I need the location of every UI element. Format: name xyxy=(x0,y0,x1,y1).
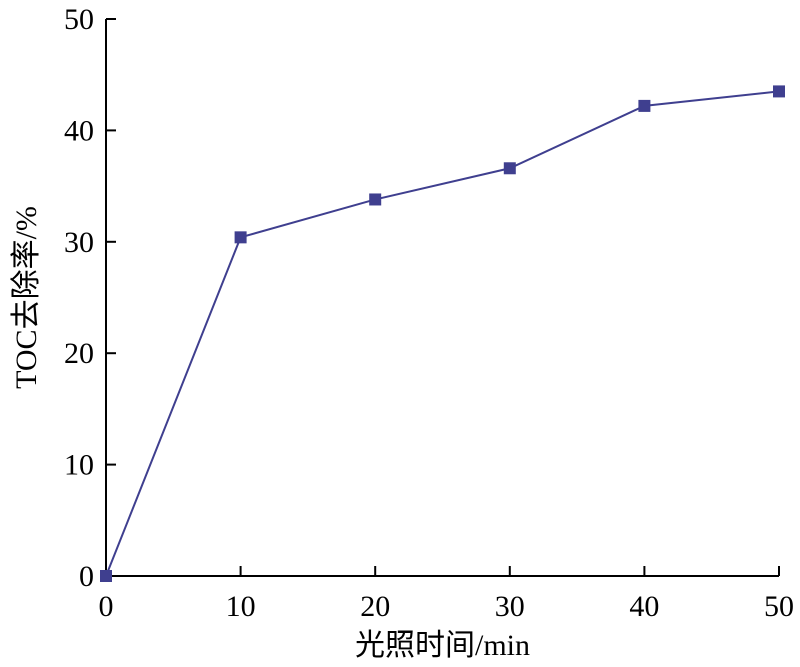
data-point xyxy=(100,570,112,582)
x-tick-label: 30 xyxy=(495,590,525,623)
series-layer xyxy=(100,85,785,582)
data-point xyxy=(369,193,382,206)
data-point xyxy=(773,85,785,98)
x-tick-label: 40 xyxy=(629,590,659,623)
x-tick-label: 50 xyxy=(764,590,794,623)
y-ticks: 0 10 20 30 40 50 xyxy=(64,3,116,593)
x-axis-title: 光照时间/min xyxy=(355,629,530,662)
y-tick-label: 40 xyxy=(64,114,94,147)
series-line xyxy=(105,90,780,577)
y-tick-label: 50 xyxy=(64,3,94,36)
y-tick-label: 30 xyxy=(64,226,94,259)
data-point xyxy=(503,162,516,175)
y-tick-label: 0 xyxy=(79,560,94,593)
axes xyxy=(105,19,779,577)
y-tick-label: 10 xyxy=(64,449,94,482)
x-tick-label: 20 xyxy=(360,590,390,623)
x-tick-label: 0 xyxy=(99,590,114,623)
data-point xyxy=(234,231,247,244)
data-point xyxy=(638,99,651,112)
x-ticks: 0 10 20 30 40 50 xyxy=(99,566,794,623)
y-axis-title: TOC去除率/% xyxy=(10,206,43,389)
y-tick-label: 20 xyxy=(64,337,94,370)
x-tick-label: 10 xyxy=(226,590,256,623)
